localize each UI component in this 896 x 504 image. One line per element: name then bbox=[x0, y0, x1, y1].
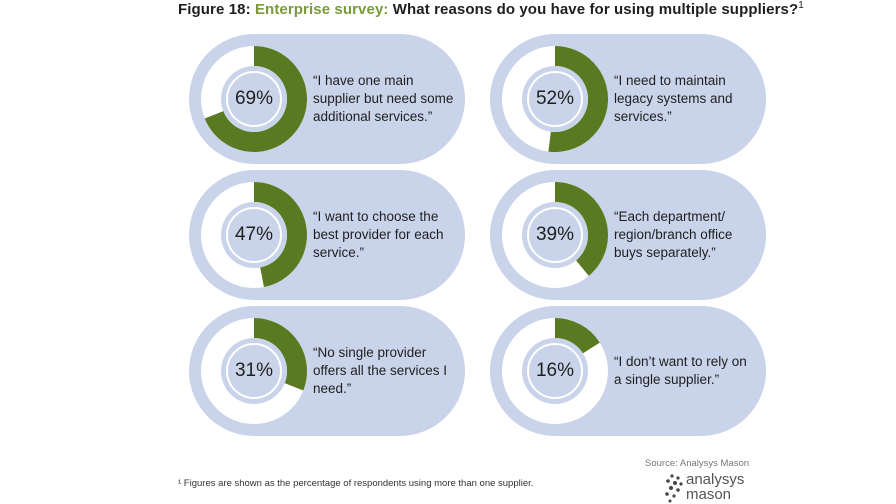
donut-hole bbox=[522, 202, 588, 268]
donut-value-segment bbox=[254, 318, 308, 391]
percentage-label: 16% bbox=[535, 360, 575, 381]
quote-text: “I need to maintain legacy systems and s… bbox=[614, 73, 733, 124]
donut-chart bbox=[201, 318, 308, 424]
survey-card: 47% “I want to choose the best provider f… bbox=[189, 170, 465, 300]
quote-container: “Each department/ region/branch office b… bbox=[614, 188, 758, 282]
quote-text: “Each department/ region/branch office b… bbox=[614, 209, 733, 260]
donut-inner-ring bbox=[226, 343, 282, 399]
donut-inner-ring bbox=[527, 343, 583, 399]
donut-inner-ring bbox=[226, 207, 282, 263]
donut-hole bbox=[221, 202, 287, 268]
page-title: Figure 18: Enterprise survey: What reaso… bbox=[178, 0, 888, 18]
logo-line2: mason bbox=[686, 486, 732, 503]
donut-inner-ring bbox=[527, 71, 583, 127]
survey-card: 16% “I don’t want to rely on a single sup… bbox=[490, 306, 766, 436]
donut-value-segment bbox=[204, 46, 307, 152]
donut-chart bbox=[502, 45, 609, 152]
donut-inner-ring bbox=[226, 71, 282, 127]
donut-value-segment bbox=[548, 45, 609, 152]
quote-container: “I need to maintain legacy systems and s… bbox=[614, 52, 758, 146]
percentage-label: 52% bbox=[535, 88, 575, 109]
title-footnote-mark: 1 bbox=[798, 0, 804, 11]
donut-value-segment bbox=[254, 182, 307, 288]
quote-text: “I don’t want to rely on a single suppli… bbox=[614, 354, 747, 387]
quote-text: “No single provider offers all the servi… bbox=[313, 345, 448, 396]
logo-text: analysys mason bbox=[686, 472, 744, 502]
donut-hole bbox=[522, 338, 588, 404]
donut-value-segment bbox=[555, 182, 608, 276]
quote-container: “I have one main supplier but need some … bbox=[313, 52, 457, 146]
percentage-label: 31% bbox=[234, 360, 274, 381]
title-figure: Figure 18: bbox=[178, 1, 255, 18]
quote-container: “I want to choose the best provider for … bbox=[313, 188, 457, 282]
donut-value-segment bbox=[555, 318, 600, 354]
title-question: What reasons do you have for using multi… bbox=[388, 1, 799, 18]
survey-card: 39% “Each department/ region/branch offic… bbox=[490, 170, 766, 300]
footnote: ¹ Figures are shown as the percentage of… bbox=[178, 478, 534, 489]
quote-text: “I have one main supplier but need some … bbox=[313, 73, 454, 124]
donut-chart bbox=[502, 318, 608, 424]
quote-container: “No single provider offers all the servi… bbox=[313, 324, 457, 418]
percentage-label: 47% bbox=[234, 224, 274, 245]
source-note: Source: Analysys Mason bbox=[645, 458, 750, 469]
logo-line1: analysys bbox=[686, 471, 745, 488]
donut-hole bbox=[522, 66, 588, 132]
quote-text: “I want to choose the best provider for … bbox=[313, 209, 444, 260]
donut-chart bbox=[201, 46, 307, 152]
percentage-label: 69% bbox=[234, 88, 274, 109]
percentage-label: 39% bbox=[535, 224, 575, 245]
donut-chart bbox=[201, 182, 307, 288]
survey-card: 52% “I need to maintain legacy systems an… bbox=[490, 34, 766, 164]
donut-hole bbox=[221, 338, 287, 404]
title-survey: Enterprise survey: bbox=[254, 1, 389, 18]
survey-card: 69% “I have one main supplier but need so… bbox=[189, 34, 465, 164]
survey-card: 31% “No single provider offers all the se… bbox=[189, 306, 465, 436]
donut-inner-ring bbox=[527, 207, 583, 263]
quote-container: “I don’t want to rely on a single suppli… bbox=[614, 324, 758, 418]
donut-hole bbox=[221, 66, 287, 132]
donut-chart bbox=[502, 182, 608, 288]
analysys-mason-logo-icon bbox=[665, 474, 683, 503]
